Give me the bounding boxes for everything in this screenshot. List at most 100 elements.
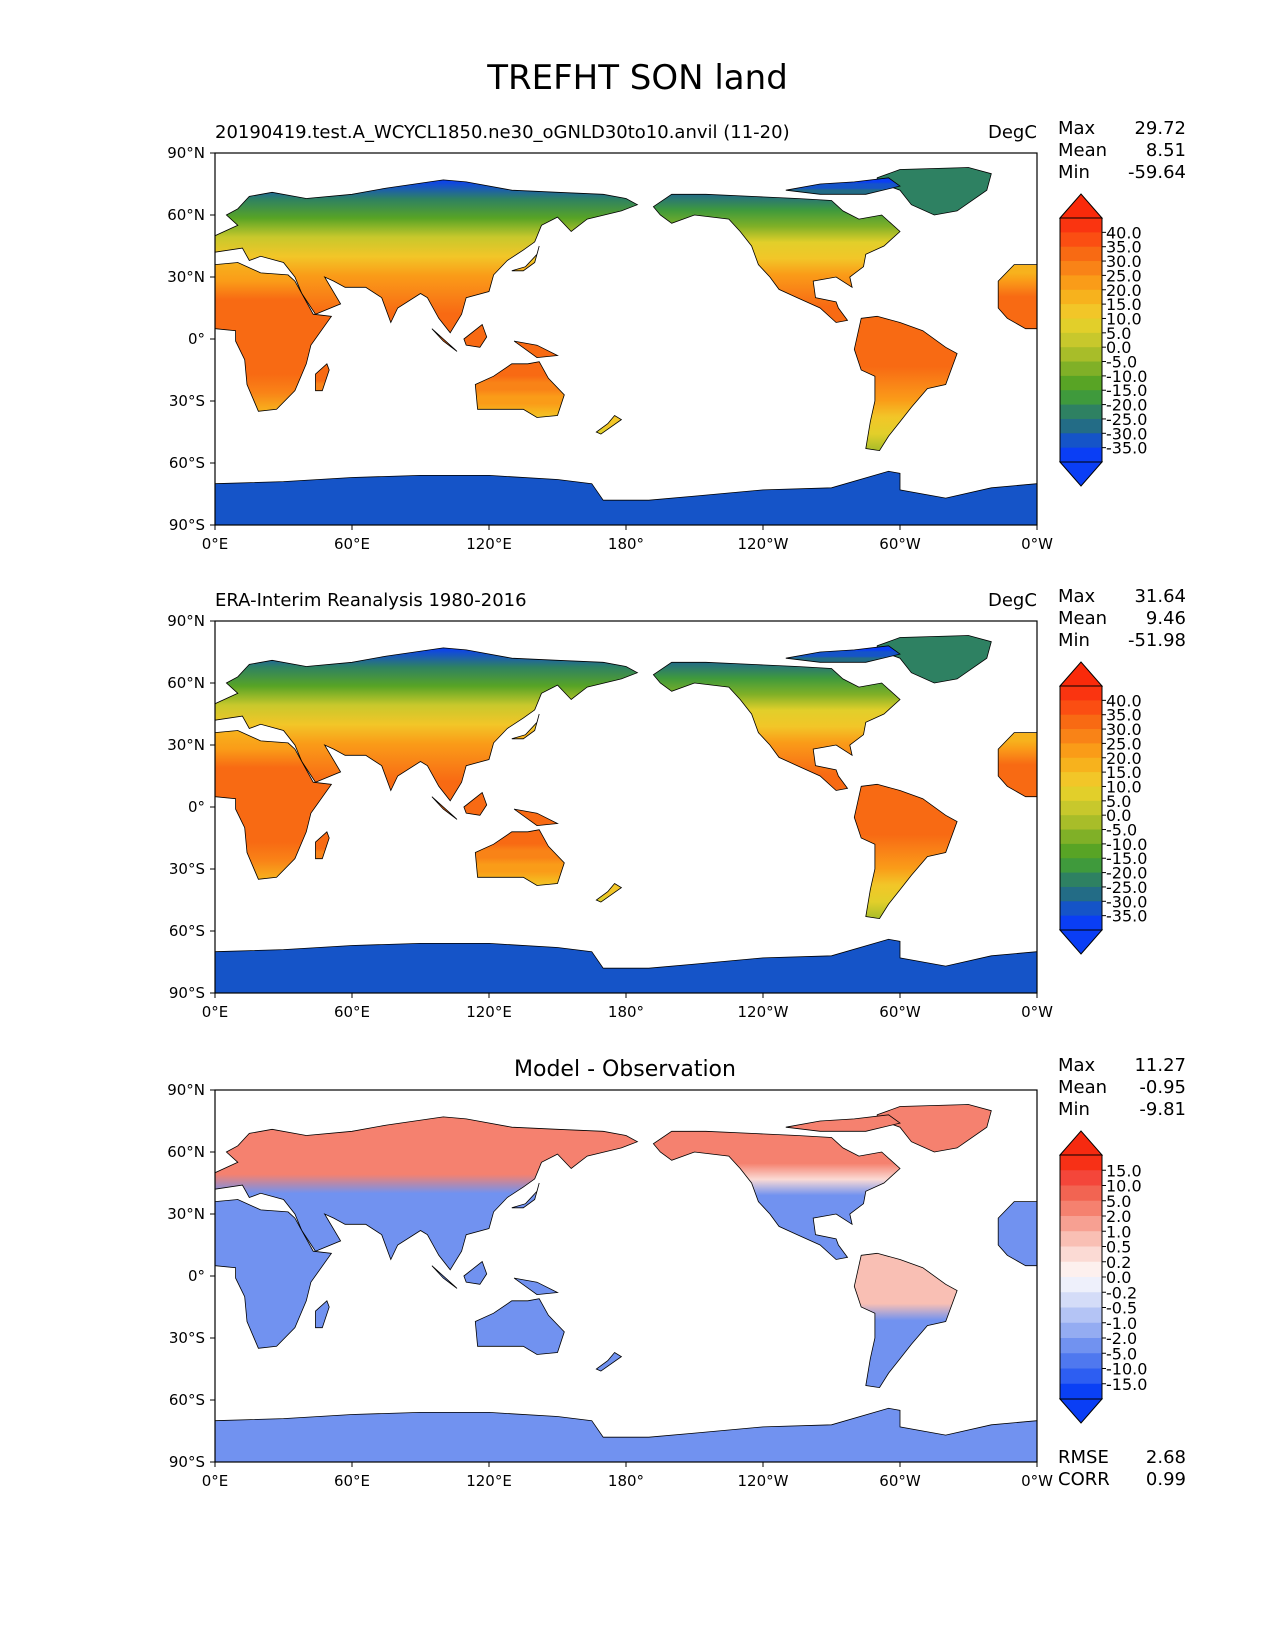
landmass-madagascar	[315, 363, 330, 392]
landmass-indonesia1	[431, 1265, 458, 1289]
colorbar-tick-label: -35.0	[1106, 439, 1147, 458]
landmass-antarctica	[215, 470, 1037, 525]
landmass-africa_w	[997, 1201, 1037, 1267]
colorbar-segment	[1060, 433, 1102, 449]
colorbar-segment	[1060, 915, 1102, 931]
colorbar-segment	[1060, 886, 1102, 902]
lon-tick-label: 60°E	[334, 1003, 370, 1021]
colorbar-segment	[1060, 800, 1102, 816]
lat-tick-label: 0°	[188, 1267, 205, 1285]
colorbar-segment	[1060, 447, 1102, 463]
landmass-namerica	[652, 193, 901, 323]
landmass-namerica	[652, 1130, 901, 1260]
colorbar-tick-label: -30.0	[1106, 424, 1147, 443]
colorbar-segment	[1060, 714, 1102, 730]
colorbar-segment	[1060, 1307, 1102, 1324]
colorbar-tick-label: 25.0	[1106, 734, 1142, 753]
lat-tick-label: 60°S	[169, 922, 205, 940]
lon-tick-label: 0°E	[202, 535, 229, 553]
colorbar-tick-label: -15.0	[1106, 1375, 1147, 1394]
map-svg: 0°E 60°E 120°E 180° 120°W 60°W 0°W 90°N 60°N 30°N…	[167, 144, 1147, 553]
colorbar-frame	[1059, 217, 1103, 463]
landmass-newguinea	[513, 340, 559, 359]
error-stats-box: RMSE 2.68 CORR 0.99	[1058, 1447, 1186, 1491]
landmass-samerica	[853, 315, 958, 452]
colorbar-tick-label: -25.0	[1106, 410, 1147, 429]
colorbar-tick-label: -0.2	[1106, 1283, 1137, 1302]
colorbar-segment	[1060, 872, 1102, 888]
landmass-japan	[511, 1182, 540, 1209]
landmass-africa	[215, 1199, 333, 1349]
stat-mean: Mean -0.95	[1058, 1077, 1186, 1098]
colorbar-segment	[1060, 347, 1102, 363]
landmass-africa_w	[997, 732, 1037, 798]
landmass-namerica	[652, 661, 901, 791]
lon-tick-label: 60°W	[879, 1472, 921, 1490]
colorbar-segment	[1060, 1368, 1102, 1385]
lon-tick-label: 60°E	[334, 1472, 370, 1490]
stat-mean: Mean 9.46	[1058, 608, 1186, 629]
landmass-africa_w	[997, 264, 1037, 330]
lon-tick-label: 180°	[608, 1472, 644, 1490]
colorbar-tick-label: 30.0	[1106, 252, 1142, 271]
landmass-newguinea	[513, 808, 559, 827]
colorbar-tick-label: 40.0	[1106, 691, 1142, 710]
colorbar-segment	[1060, 772, 1102, 787]
panel-title-left: ERA-Interim Reanalysis 1980-2016	[215, 590, 527, 611]
observation-panel: ERA-Interim Reanalysis 1980-2016 DegC Ma…	[0, 586, 1275, 1056]
model-panel: 20190419.test.A_WCYCL1850.ne30_oGNLD30to…	[0, 118, 1275, 588]
colorbar-segment	[1060, 1292, 1102, 1308]
landmass-samerica	[853, 1252, 958, 1389]
stat-min: Min -59.64	[1058, 162, 1186, 183]
lon-tick-label: 60°E	[334, 535, 370, 553]
landmass-africa	[215, 730, 333, 880]
lat-tick-label: 60°N	[167, 674, 205, 692]
colorbar-tick-label: 0.2	[1106, 1253, 1131, 1272]
colorbar-tick-label: 0.0	[1106, 338, 1131, 357]
colorbar-tick-label: -2.0	[1106, 1329, 1137, 1348]
lat-tick-label: 60°S	[169, 454, 205, 472]
lat-tick-label: 90°N	[167, 1081, 205, 1099]
colorbar-tick-label: 10.0	[1106, 777, 1142, 796]
lat-tick-label: 30°N	[167, 1205, 205, 1223]
figure-title: TREFHT SON land	[487, 58, 788, 98]
colorbar-segment	[1060, 218, 1102, 233]
colorbar-segment	[1060, 1170, 1102, 1186]
colorbar-tick-label: 20.0	[1106, 281, 1142, 300]
panel-units: DegC	[988, 122, 1037, 143]
landmass-nz	[595, 882, 623, 903]
landmass-antarctica	[215, 938, 1037, 993]
colorbar-tick-label: -10.0	[1106, 835, 1147, 854]
landmass-australia	[474, 1298, 565, 1355]
colorbar-under-extend	[1058, 929, 1104, 955]
lat-tick-label: 30°S	[169, 1329, 205, 1347]
colorbar-tick-label: -5.0	[1106, 353, 1137, 372]
colorbar-tick-label: 0.0	[1106, 1268, 1131, 1287]
colorbar-segment	[1060, 843, 1102, 859]
colorbar-tick-label: -30.0	[1106, 892, 1147, 911]
colorbar-segment	[1060, 332, 1102, 348]
stat-max: Max 29.72	[1058, 118, 1186, 139]
landmass-arctic_isl	[785, 1114, 901, 1132]
lat-tick-label: 0°	[188, 798, 205, 816]
colorbar-segment	[1060, 304, 1102, 319]
lon-tick-label: 180°	[608, 1003, 644, 1021]
colorbar-tick-label: -10.0	[1106, 367, 1147, 386]
colorbar-tick-label: 40.0	[1106, 223, 1142, 242]
landmass-arctic_isl	[785, 177, 901, 195]
colorbar-tick-label: 5.0	[1106, 324, 1131, 343]
landmass-antarctica	[215, 1407, 1037, 1462]
colorbar-tick-label: 30.0	[1106, 720, 1142, 739]
lat-tick-label: 60°S	[169, 1391, 205, 1409]
colorbar-tick-label: 35.0	[1106, 238, 1142, 257]
colorbar-segment	[1060, 375, 1102, 391]
landmass-madagascar	[315, 831, 330, 860]
colorbar-tick-label: -35.0	[1106, 907, 1147, 926]
landmass-madagascar	[315, 1300, 330, 1329]
lat-tick-label: 30°N	[167, 736, 205, 754]
colorbar-tick-label: 5.0	[1106, 792, 1131, 811]
colorbar-tick-label: 5.0	[1106, 1192, 1131, 1211]
colorbar-over-extend	[1058, 661, 1104, 687]
lat-tick-label: 60°N	[167, 206, 205, 224]
colorbar-segment	[1060, 729, 1102, 744]
